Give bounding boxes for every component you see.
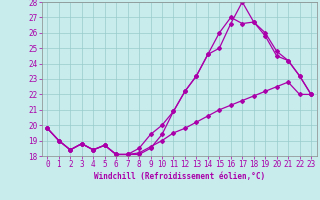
X-axis label: Windchill (Refroidissement éolien,°C): Windchill (Refroidissement éolien,°C) <box>94 172 265 181</box>
